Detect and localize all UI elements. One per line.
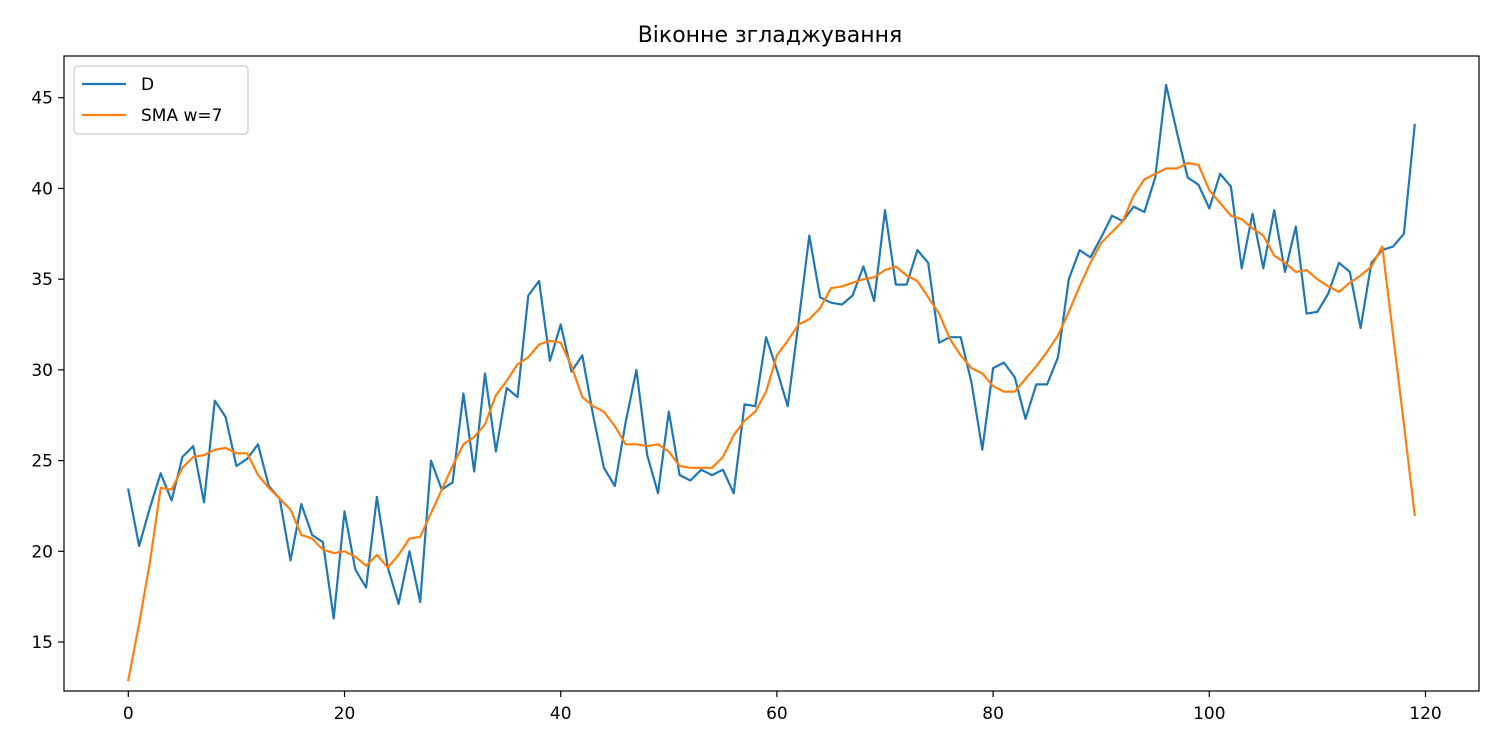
chart-title: Віконне згладжування xyxy=(638,23,903,48)
y-tick-label: 20 xyxy=(31,542,53,562)
x-tick-label: 120 xyxy=(1409,704,1441,724)
y-tick-label: 45 xyxy=(31,89,53,109)
y-tick-label: 40 xyxy=(31,179,53,199)
axis-ticks: 0 20 40 60 80 100 120 15 20 25 30 35 40 45 xyxy=(31,89,1441,724)
legend: D SMA w=7 xyxy=(73,65,249,135)
series-line-0 xyxy=(127,83,1416,620)
x-tick-label: 100 xyxy=(1193,704,1225,724)
y-tick-label: 15 xyxy=(31,633,53,653)
legend-label-1: SMA w=7 xyxy=(141,106,222,126)
x-tick-label: 80 xyxy=(982,704,1004,724)
series-line-1 xyxy=(127,161,1416,682)
x-tick-label: 20 xyxy=(334,704,356,724)
y-tick-label: 30 xyxy=(31,361,53,381)
y-tick-label: 25 xyxy=(31,452,53,472)
x-tick-label: 60 xyxy=(766,704,788,724)
plot-area xyxy=(127,83,1416,682)
x-tick-label: 0 xyxy=(123,704,134,724)
y-tick-label: 35 xyxy=(31,270,53,290)
axes-frame xyxy=(63,55,1480,692)
legend-label-0: D xyxy=(141,75,154,95)
x-tick-label: 40 xyxy=(550,704,572,724)
